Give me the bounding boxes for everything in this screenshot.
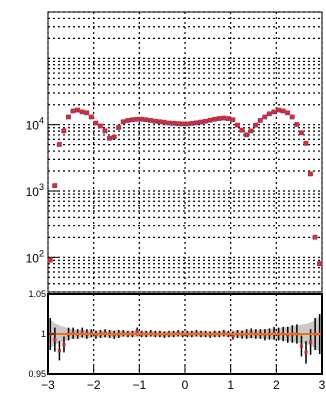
- ratio-marker: [304, 350, 308, 354]
- y-tick-label: 102: [26, 248, 44, 265]
- data-marker: [317, 261, 323, 266]
- data-marker: [267, 111, 272, 116]
- x-tick-label: 0: [182, 378, 189, 392]
- data-marker: [162, 119, 167, 125]
- data-marker: [294, 122, 300, 127]
- data-marker: [84, 110, 90, 115]
- top-frame: [47, 11, 323, 293]
- data-marker: [253, 122, 259, 128]
- data-marker: [221, 115, 227, 121]
- y-tick-label: 104: [26, 116, 44, 133]
- ratio-marker: [53, 338, 57, 342]
- ratio-marker: [80, 330, 84, 334]
- y-tick-label: 1.05: [28, 289, 46, 299]
- data-marker: [208, 117, 213, 123]
- data-marker: [167, 120, 172, 126]
- data-marker: [262, 114, 268, 119]
- data-marker: [75, 107, 81, 113]
- data-marker: [285, 110, 291, 115]
- x-tick-label: −2: [87, 378, 101, 392]
- data-marker: [290, 114, 295, 119]
- data-marker: [66, 114, 71, 119]
- data-marker: [180, 121, 186, 126]
- x-tick-label: 2: [273, 378, 280, 392]
- data-marker: [235, 122, 240, 128]
- data-marker: [107, 135, 113, 141]
- data-marker: [61, 128, 67, 133]
- ratio-marker: [57, 349, 62, 353]
- data-marker: [57, 142, 62, 147]
- ratio-marker: [308, 340, 313, 344]
- ratio-marker: [299, 344, 304, 348]
- data-marker: [299, 130, 304, 135]
- data-marker: [313, 234, 318, 240]
- data-marker: [217, 116, 222, 121]
- data-marker: [244, 132, 250, 137]
- data-marker: [89, 114, 94, 119]
- data-marker: [194, 120, 199, 125]
- data-marker: [272, 109, 277, 114]
- data-marker: [176, 121, 181, 126]
- data-marker: [304, 140, 309, 146]
- data-marker: [103, 128, 108, 133]
- y-tick-label: 1: [41, 329, 46, 339]
- ratio-marker: [231, 334, 235, 338]
- ratio-marker: [62, 342, 66, 346]
- x-tick-label: −1: [132, 378, 146, 392]
- data-marker: [185, 121, 190, 126]
- data-marker: [52, 183, 58, 188]
- data-marker: [198, 119, 204, 124]
- x-tick-label: 1: [227, 378, 234, 392]
- data-marker: [130, 117, 135, 122]
- y-tick-label: 103: [26, 182, 44, 199]
- y-tick-label: 0.95: [28, 369, 46, 379]
- data-marker: [48, 257, 53, 263]
- data-marker: [71, 108, 76, 113]
- data-marker: [171, 120, 176, 126]
- ratio-marker: [135, 330, 139, 334]
- data-marker: [148, 118, 154, 123]
- data-marker: [240, 127, 245, 133]
- data-marker: [230, 117, 236, 122]
- data-marker: [98, 123, 103, 128]
- data-marker: [157, 119, 163, 124]
- data-marker: [258, 118, 263, 123]
- data-marker: [139, 116, 145, 122]
- data-marker: [276, 107, 282, 113]
- data-marker: [189, 120, 195, 126]
- data-marker: [226, 116, 231, 121]
- x-tick-label: −3: [41, 378, 55, 392]
- data-marker: [112, 134, 117, 139]
- data-marker: [135, 116, 140, 122]
- data-marker: [80, 109, 85, 114]
- x-tick-label: 3: [319, 378, 326, 392]
- data-marker: [153, 118, 158, 124]
- data-marker: [249, 128, 254, 133]
- data-marker: [125, 118, 131, 123]
- data-marker: [212, 116, 218, 122]
- data-marker: [203, 118, 208, 124]
- data-marker: [121, 119, 126, 124]
- data-marker: [308, 171, 313, 176]
- data-marker: [116, 125, 122, 130]
- data-marker: [281, 108, 286, 113]
- data-marker: [93, 120, 99, 126]
- data-marker: [144, 117, 149, 122]
